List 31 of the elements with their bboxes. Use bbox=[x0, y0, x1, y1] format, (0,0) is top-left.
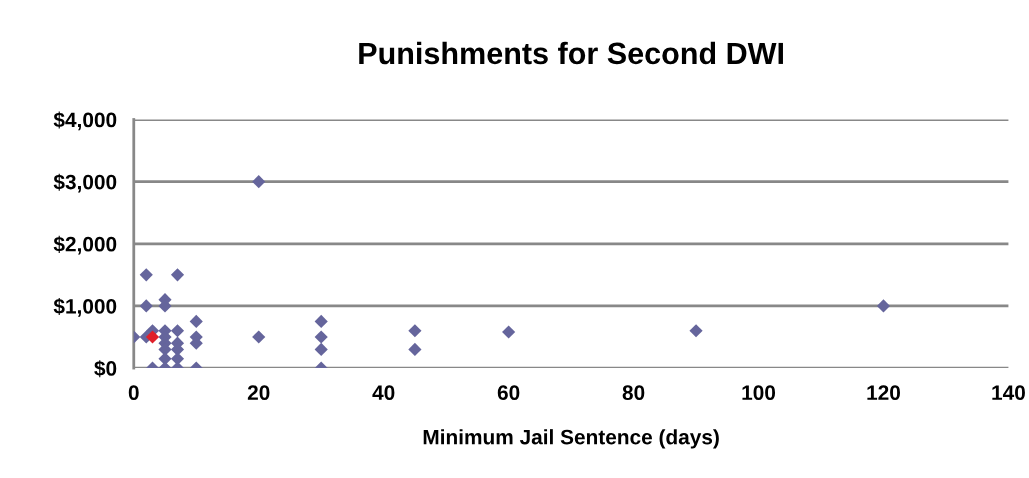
point bbox=[689, 324, 703, 338]
y-tick-label: $2,000 bbox=[53, 235, 117, 255]
y-tick-label: $0 bbox=[94, 360, 117, 378]
point bbox=[876, 299, 891, 313]
point bbox=[252, 330, 266, 344]
x-axis-title: Minimum Jail Sentence (days) bbox=[423, 429, 719, 449]
point bbox=[170, 268, 185, 282]
point bbox=[314, 342, 328, 357]
point bbox=[139, 299, 153, 313]
point bbox=[252, 175, 266, 189]
y-tick-label: $1,000 bbox=[53, 298, 117, 317]
y-tick-label: $3,000 bbox=[53, 173, 117, 193]
point bbox=[314, 314, 328, 329]
point bbox=[408, 342, 422, 357]
point bbox=[189, 314, 203, 329]
x-tick-label: 80 bbox=[622, 385, 645, 401]
x-tick-label: 120 bbox=[867, 385, 900, 401]
chart-title: Punishments for Second DWI bbox=[359, 41, 783, 65]
point bbox=[502, 325, 516, 339]
x-tick-label: 40 bbox=[372, 385, 395, 401]
point bbox=[170, 324, 185, 338]
point bbox=[139, 268, 153, 282]
point bbox=[314, 330, 328, 344]
x-tick-label: 20 bbox=[247, 385, 270, 401]
x-tick-label: 140 bbox=[992, 385, 1025, 401]
x-tick-label: 60 bbox=[497, 385, 520, 401]
point bbox=[408, 324, 422, 338]
y-tick-label: $4,000 bbox=[53, 111, 117, 131]
point bbox=[145, 330, 160, 344]
x-tick-label: 0 bbox=[128, 385, 139, 401]
x-tick-label: 100 bbox=[742, 385, 776, 401]
